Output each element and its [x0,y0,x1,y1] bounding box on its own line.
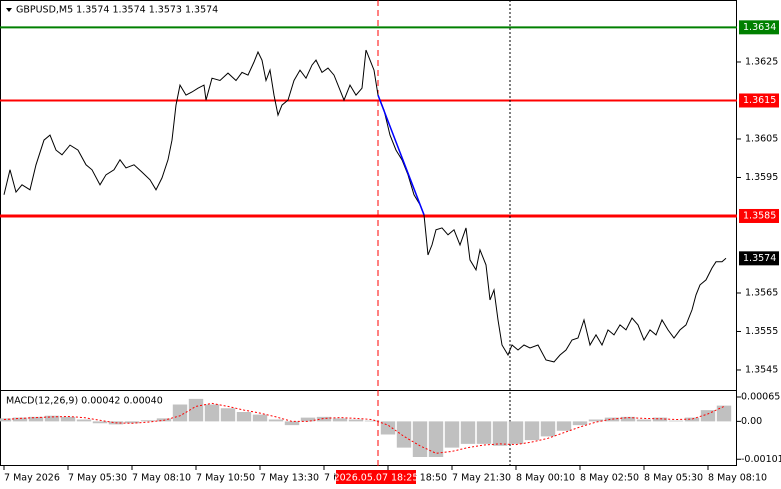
macd-bar [620,416,636,422]
macd-bar [172,404,188,422]
plot-frame [0,0,737,466]
macd-bar [124,421,140,424]
macd-bar [524,421,540,441]
x-tick-label: 7 May 18:50 [388,473,447,484]
macd-bar [268,419,284,422]
y-tick-label: 1.3545 [745,364,778,375]
macd-bar [188,398,204,422]
macd-bar [236,412,252,422]
signal-line [3,402,725,454]
macd-bar [332,418,348,422]
macd-bar [652,417,668,422]
macd-bar [604,417,620,422]
last-price-label: 1.3574 [743,253,776,264]
macd-bar [444,421,460,448]
macd-bar [348,419,364,422]
macd-bar [556,421,572,431]
macd-bar [588,419,604,422]
macd-bar [44,415,60,422]
macd-bar [636,419,652,422]
x-tick-label: 8 May 05:30 [644,473,703,484]
price-line [3,49,727,363]
macd-bar [204,404,220,422]
macd-bar [380,421,396,435]
macd-bar [364,420,380,422]
y-tick-label: 0.00065 [741,392,780,403]
macd-bar [252,414,268,422]
y-tick-label: 1.3595 [745,172,778,183]
x-tick-label: 7 May 05:30 [68,473,127,484]
macd-bar [460,421,476,444]
x-tick-label: 7 May 2026 [4,473,60,484]
menu-arrow[interactable] [6,8,12,12]
macd-bar [92,421,108,424]
y-tick-label: 1.3555 [745,326,778,337]
y-tick-label: 0.00 [741,416,762,427]
level-label-box [739,20,779,35]
macd-bar [508,421,524,444]
chart-title: GBPUSD,M5 1.3574 1.3574 1.3573 1.3574 [16,5,218,16]
x-tick-label: 7 May 10:50 [196,473,255,484]
crosshair-time-label: 2026.05.07 18:25 [334,473,419,484]
y-tick-label: 1.3605 [745,133,778,144]
macd-bar [428,421,444,457]
crosshair-time-box [336,470,416,484]
macd-bar [220,408,236,422]
x-tick-label: 7 May 21:30 [452,473,511,484]
macd-bar [492,421,508,446]
macd-bar [572,421,588,426]
macd-bar [476,421,492,444]
macd-bar [684,417,700,422]
macd-bar [540,421,556,437]
macd-bar [300,417,316,422]
macd-bar [284,421,300,426]
macd-bar [700,410,716,422]
y-tick-label: 1.3565 [745,287,778,298]
level-label-box [739,208,779,223]
macd-bar [76,419,92,422]
macd-title: MACD(12,26,9) 0.00042 0.00040 [6,396,163,407]
y-tick-label: 1.3625 [745,56,778,67]
y-tick-label: -0.00101 [741,454,781,465]
x-tick-label: 8 May 00:10 [516,473,575,484]
macd-bar [396,421,412,448]
x-tick-label: 7 May 08:10 [132,473,191,484]
x-tick-label: 8 May 02:50 [580,473,639,484]
macd-bar [60,416,76,422]
macd-bar [412,421,428,457]
trendline [377,94,425,216]
macd-bar [716,405,732,422]
macd-bar [668,420,684,422]
x-tick-label: 8 May 08:10 [708,473,767,484]
level-label-box [739,93,779,108]
macd-bar [140,420,156,422]
macd-bar [12,417,28,422]
level-label: 1.3634 [743,22,776,33]
x-tick-label: 7 May 13:30 [260,473,319,484]
last-price-box [739,251,779,266]
macd-bar [316,416,332,422]
macd-bar [28,416,44,422]
level-label: 1.3585 [743,210,776,221]
level-label: 1.3615 [743,95,776,106]
